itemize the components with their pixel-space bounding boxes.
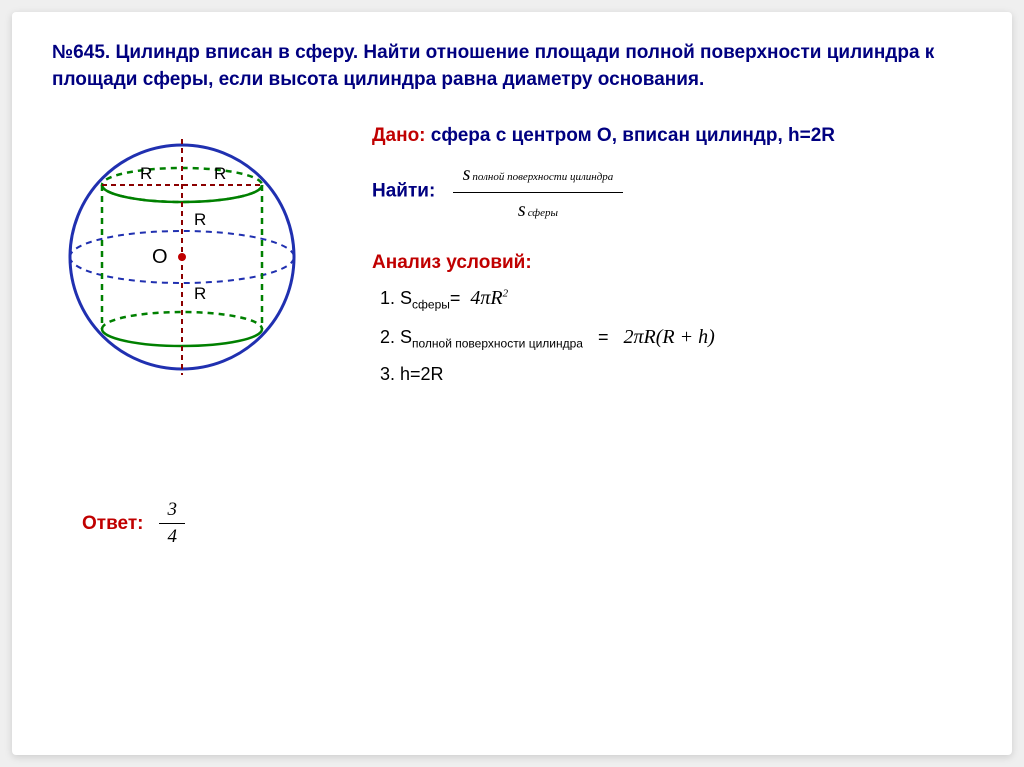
ratio-denominator: sсферы [453, 193, 624, 228]
answer-denominator: 4 [159, 524, 185, 550]
formula-cylinder-area: 2πR(R + h) [624, 326, 715, 348]
page: №645. Цилиндр вписан в сферу. Найти отно… [12, 12, 1012, 755]
analysis-item-2: Sполной поверхности цилиндра = 2πR(R + h… [400, 322, 972, 353]
height-relation: h=2R [400, 364, 444, 384]
answer-fraction: 3 4 [159, 497, 185, 550]
find-label: Найти: [372, 180, 435, 201]
r-label-mid-upper: R [194, 210, 206, 229]
problem-text: Цилиндр вписан в сферу. Найти отношение … [52, 42, 934, 90]
center-point [178, 253, 186, 261]
analysis-item-3: h=2R [400, 361, 972, 389]
find-ratio: sполной поверхности цилиндра sсферы [453, 155, 624, 228]
problem-statement: №645. Цилиндр вписан в сферу. Найти отно… [52, 40, 972, 93]
given-text: сфера с центром О, вписан цилиндр, h=2R [431, 125, 835, 146]
analysis-item-1: Sсферы= 4πR2 [400, 283, 972, 314]
given-block: Дано: сфера с центром О, вписан цилиндр,… [372, 121, 972, 150]
analysis-label: Анализ условий: [372, 248, 972, 277]
formula-sphere-area: 4πR2 [470, 287, 508, 309]
text-column: Дано: сфера с центром О, вписан цилиндр,… [372, 121, 972, 397]
problem-number: №645. [52, 42, 110, 63]
r-label-mid-lower: R [194, 284, 206, 303]
diagram-column: О R R R R [52, 121, 332, 397]
ratio-den-sym: s [518, 199, 526, 221]
given-label: Дано: [372, 125, 426, 146]
answer-row: Ответ: 3 4 [82, 497, 972, 550]
analysis-block: Анализ условий: Sсферы= 4πR2 Sполной пов… [372, 248, 972, 390]
ratio-den-sub: сферы [526, 207, 558, 219]
answer-label: Ответ: [82, 513, 143, 535]
ratio-numerator: sполной поверхности цилиндра [453, 155, 624, 193]
analysis-list: Sсферы= 4πR2 Sполной поверхности цилиндр… [400, 283, 972, 389]
sphere-cylinder-diagram: О R R R R [52, 127, 312, 387]
ratio-num-sub: полной поверхности цилиндра [470, 171, 613, 183]
r-label-top-left: R [140, 164, 152, 183]
find-block: Найти: sполной поверхности цилиндра sсфе… [372, 155, 972, 228]
r-label-top-right: R [214, 164, 226, 183]
content-row: О R R R R Дано: сфера с центром О, вписа… [52, 121, 972, 397]
center-label: О [152, 246, 168, 268]
answer-numerator: 3 [159, 497, 185, 524]
